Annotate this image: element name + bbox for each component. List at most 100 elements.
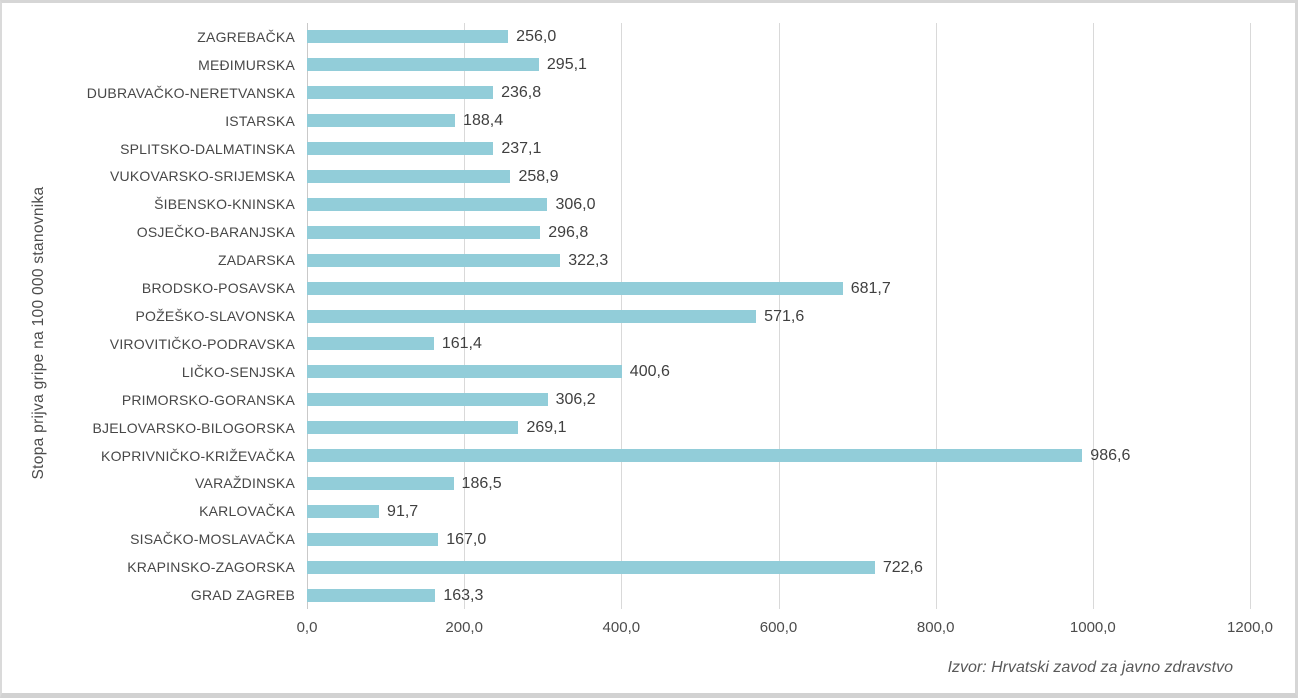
bar-track: 296,8 xyxy=(307,223,1250,241)
bar-track: 306,2 xyxy=(307,391,1250,409)
bar-row: POŽEŠKO-SLAVONSKA 571,6 xyxy=(2,302,1250,330)
bar xyxy=(307,393,548,407)
bar-row: VUKOVARSKO-SRIJEMSKA 258,9 xyxy=(2,163,1250,191)
bar-row: LIČKO-SENJSKA 400,6 xyxy=(2,358,1250,386)
value-label: 295,1 xyxy=(546,56,587,74)
category-label: VUKOVARSKO-SRIJEMSKA xyxy=(109,168,295,185)
category-label: KRAPINSKO-ZAGORSKA xyxy=(127,559,295,576)
bar-track: 236,8 xyxy=(307,85,1250,101)
value-label: 681,7 xyxy=(850,279,891,297)
bar xyxy=(307,476,454,490)
bar-rows: ZAGREBAČKA 256,0 MEĐIMURSKA 295,1 DUBRAVAČKO… xyxy=(2,23,1250,609)
bar-row: MEĐIMURSKA 295,1 xyxy=(2,51,1250,79)
bar-row: PRIMORSKO-GORANSKA 306,2 xyxy=(2,386,1250,414)
bar xyxy=(307,560,875,574)
bar-track: 163,3 xyxy=(307,586,1250,604)
bar xyxy=(307,588,436,602)
category-label: SISAČKO-MOSLAVAČKA xyxy=(130,531,295,548)
bar xyxy=(307,253,561,267)
x-gridline xyxy=(935,23,937,609)
category-label: BRODSKO-POSAVSKA xyxy=(141,280,295,297)
bar xyxy=(307,309,757,323)
bar xyxy=(307,58,539,72)
bar xyxy=(307,30,509,44)
bar-row: SISAČKO-MOSLAVAČKA 167,0 xyxy=(2,525,1250,553)
bar-track: 269,1 xyxy=(307,419,1250,437)
bar-row: ŠIBENSKO-KNINSKA 306,0 xyxy=(2,190,1250,218)
bar-track: 161,4 xyxy=(307,335,1250,353)
bar-row: ZADARSKA 322,3 xyxy=(2,246,1250,274)
category-label: LIČKO-SENJSKA xyxy=(181,363,295,380)
bar xyxy=(307,532,439,546)
category-label: MEĐIMURSKA xyxy=(198,56,295,73)
bar-row: SPLITSKO-DALMATINSKA 237,1 xyxy=(2,135,1250,163)
value-label: 296,8 xyxy=(548,223,589,241)
bar-row: GRAD ZAGREB 163,3 xyxy=(2,581,1250,609)
bar-track: 258,9 xyxy=(307,167,1250,185)
bar-track: 295,1 xyxy=(307,56,1250,74)
category-label: DUBRAVAČKO-NERETVANSKA xyxy=(86,84,295,101)
bar-track: 722,6 xyxy=(307,558,1250,576)
bar-row: KRAPINSKO-ZAGORSKA 722,6 xyxy=(2,553,1250,581)
bar-row: BRODSKO-POSAVSKA 681,7 xyxy=(2,274,1250,302)
bar-row: ISTARSKA 188,4 xyxy=(2,107,1250,135)
value-label: 571,6 xyxy=(764,307,805,325)
bar-track: 256,0 xyxy=(307,29,1250,45)
bar-track: 167,0 xyxy=(307,531,1250,547)
bar-row: ZAGREBAČKA 256,0 xyxy=(2,23,1250,51)
bar-row: DUBRAVAČKO-NERETVANSKA 236,8 xyxy=(2,79,1250,107)
category-label: OSJEČKO-BARANJSKA xyxy=(136,224,295,241)
x-tick-label: 200,0 xyxy=(445,619,483,636)
value-label: 161,4 xyxy=(441,335,482,353)
x-tick-label: 800,0 xyxy=(916,619,955,636)
category-label: ŠIBENSKO-KNINSKA xyxy=(154,196,295,213)
bar xyxy=(307,197,548,211)
value-label: 258,9 xyxy=(518,167,559,185)
bar-row: OSJEČKO-BARANJSKA 296,8 xyxy=(2,218,1250,246)
bar-track: 681,7 xyxy=(307,279,1250,297)
category-label: ZADARSKA xyxy=(217,252,295,269)
category-label: SPLITSKO-DALMATINSKA xyxy=(120,140,295,157)
value-label: 986,6 xyxy=(1090,447,1131,465)
value-label: 188,4 xyxy=(463,112,504,130)
x-gridline xyxy=(1092,23,1094,609)
bar-track: 91,7 xyxy=(307,502,1250,520)
x-axis: 0,0 200,0 400,0 600,0 800,0 1000,0 1200,0 xyxy=(297,619,1273,641)
value-label: 91,7 xyxy=(387,502,419,520)
x-gridline xyxy=(1250,23,1251,609)
bar-track: 400,6 xyxy=(307,363,1250,381)
bar xyxy=(307,449,1083,463)
value-label: 306,0 xyxy=(555,195,596,213)
category-label: ZAGREBAČKA xyxy=(197,28,295,45)
value-label: 269,1 xyxy=(526,419,567,437)
x-tick-label: 600,0 xyxy=(759,619,798,636)
x-tick-label: 0,0 xyxy=(296,619,318,636)
category-label: PRIMORSKO-GORANSKA xyxy=(121,391,295,408)
bar-track: 986,6 xyxy=(307,447,1250,465)
bar-track: 237,1 xyxy=(307,140,1250,158)
bar-track: 322,3 xyxy=(307,252,1250,268)
bar xyxy=(307,337,434,351)
bar-track: 571,6 xyxy=(307,307,1250,325)
value-label: 163,3 xyxy=(443,586,484,604)
bar-row: KOPRIVNIČKO-KRIŽEVAČKA 986,6 xyxy=(2,442,1250,470)
bar-row: BJELOVARSKO-BILOGORSKA 269,1 xyxy=(2,414,1250,442)
category-label: ISTARSKA xyxy=(225,112,295,129)
value-label: 400,6 xyxy=(629,363,670,381)
bar-track: 188,4 xyxy=(307,112,1250,130)
bar xyxy=(307,169,511,183)
source-note: Izvor: Hrvatski zavod za javno zdravstvo xyxy=(947,659,1233,676)
bar xyxy=(307,421,519,435)
bar xyxy=(307,86,494,100)
value-label: 722,6 xyxy=(882,558,923,576)
bar-row: KARLOVAČKA 91,7 xyxy=(2,497,1250,525)
bar xyxy=(307,142,494,156)
bar-track: 306,0 xyxy=(307,195,1250,213)
bar-track: 186,5 xyxy=(307,475,1250,491)
bar xyxy=(307,114,456,128)
bar-row: VIROVITIČKO-PODRAVSKA 161,4 xyxy=(2,330,1250,358)
value-label: 306,2 xyxy=(555,391,596,409)
category-label: KARLOVAČKA xyxy=(199,503,295,520)
value-label: 237,1 xyxy=(501,140,542,158)
